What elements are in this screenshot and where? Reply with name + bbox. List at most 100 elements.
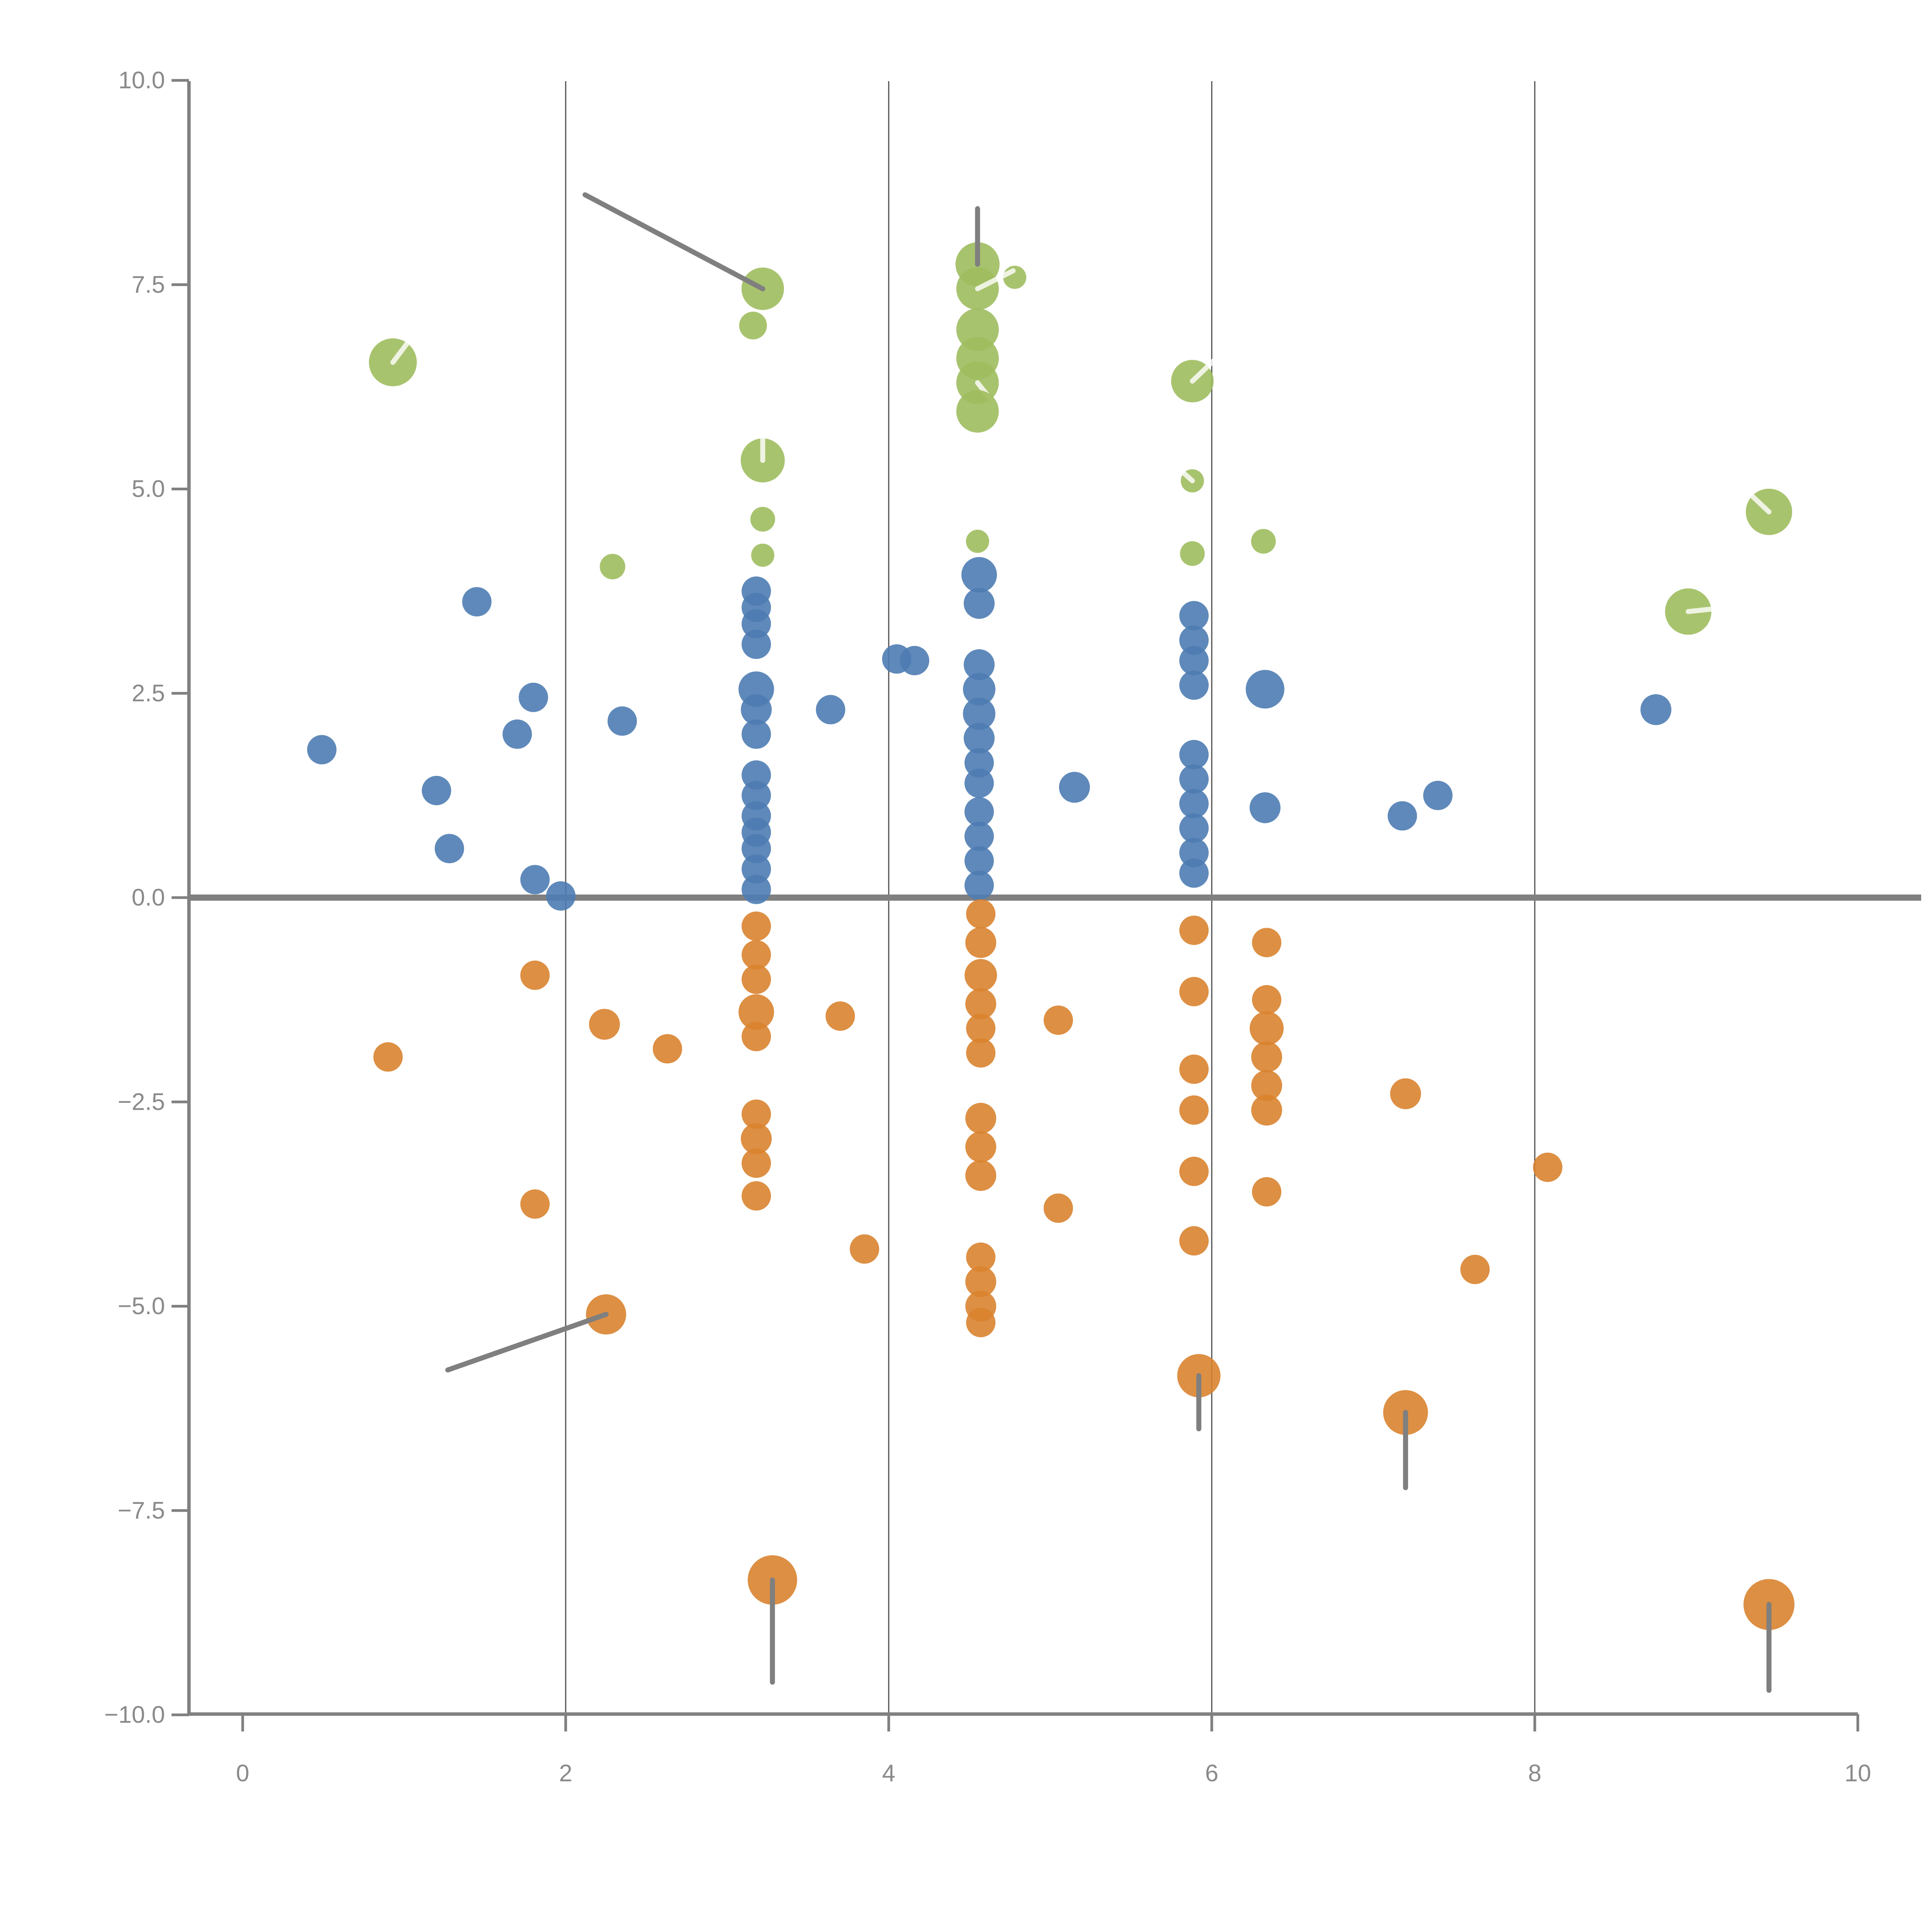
data-point-blue[interactable] bbox=[1179, 740, 1209, 769]
data-point-orange[interactable] bbox=[965, 927, 997, 958]
data-point-blue[interactable] bbox=[742, 874, 771, 904]
data-point-orange[interactable] bbox=[850, 1234, 879, 1264]
data-point-green[interactable] bbox=[600, 554, 626, 580]
data-point-blue[interactable] bbox=[1388, 801, 1417, 831]
data-point-blue[interactable] bbox=[900, 646, 929, 675]
data-point-blue[interactable] bbox=[1179, 601, 1209, 631]
data-point-blue[interactable] bbox=[1179, 838, 1209, 867]
data-point-blue[interactable] bbox=[1179, 670, 1209, 700]
data-point-orange[interactable] bbox=[964, 959, 997, 992]
data-point-blue[interactable] bbox=[1423, 781, 1453, 810]
data-point-blue[interactable] bbox=[816, 695, 845, 724]
data-point-orange[interactable] bbox=[966, 899, 996, 929]
data-point-orange[interactable] bbox=[965, 1131, 997, 1163]
data-point-blue[interactable] bbox=[742, 834, 771, 864]
data-point-blue[interactable] bbox=[1640, 694, 1672, 725]
data-point-blue[interactable] bbox=[1249, 792, 1281, 823]
data-point-blue[interactable] bbox=[1179, 789, 1209, 818]
data-point-orange[interactable] bbox=[1390, 1078, 1421, 1109]
data-point-orange[interactable] bbox=[742, 964, 771, 994]
data-point-blue[interactable] bbox=[422, 776, 451, 805]
data-point-blue[interactable] bbox=[964, 797, 994, 827]
data-point-orange[interactable] bbox=[1460, 1255, 1490, 1284]
data-point-orange[interactable] bbox=[520, 960, 550, 990]
data-point-blue[interactable] bbox=[964, 768, 994, 798]
data-point-orange[interactable] bbox=[1179, 1054, 1209, 1084]
data-point-blue[interactable] bbox=[964, 748, 994, 778]
data-point-orange[interactable] bbox=[1251, 1094, 1282, 1126]
data-point-orange[interactable] bbox=[1251, 1070, 1282, 1101]
data-point-blue[interactable] bbox=[462, 587, 492, 617]
data-point-blue[interactable] bbox=[607, 706, 637, 736]
data-point-green[interactable] bbox=[1251, 529, 1276, 554]
data-point-blue[interactable] bbox=[963, 697, 996, 730]
data-point-orange[interactable] bbox=[589, 1009, 620, 1040]
data-point-blue[interactable] bbox=[742, 629, 771, 659]
data-point-blue[interactable] bbox=[963, 673, 996, 706]
data-point-orange[interactable] bbox=[965, 1103, 997, 1134]
data-point-orange[interactable] bbox=[520, 1189, 550, 1219]
data-point-orange[interactable] bbox=[1043, 1005, 1073, 1035]
data-point-orange[interactable] bbox=[965, 1266, 997, 1298]
data-point-orange[interactable] bbox=[1179, 1095, 1209, 1125]
data-point-blue[interactable] bbox=[1059, 772, 1090, 803]
data-point-orange[interactable] bbox=[741, 1123, 772, 1154]
data-point-orange[interactable] bbox=[1533, 1152, 1563, 1182]
data-point-blue[interactable] bbox=[546, 881, 576, 911]
data-point-orange[interactable] bbox=[653, 1034, 682, 1064]
data-point-blue[interactable] bbox=[502, 719, 532, 749]
data-point-blue[interactable] bbox=[1179, 625, 1209, 655]
data-point-orange[interactable] bbox=[1179, 977, 1209, 1007]
data-point-blue[interactable] bbox=[1179, 858, 1209, 888]
data-point-blue[interactable] bbox=[741, 694, 772, 725]
data-point-blue[interactable] bbox=[1179, 764, 1209, 794]
data-point-orange[interactable] bbox=[966, 1038, 996, 1068]
data-point-orange[interactable] bbox=[742, 1181, 771, 1211]
data-point-orange[interactable] bbox=[742, 1022, 771, 1051]
data-point-orange[interactable] bbox=[738, 994, 774, 1030]
data-point-blue[interactable] bbox=[742, 609, 771, 639]
data-point-blue[interactable] bbox=[961, 557, 997, 593]
data-point-orange[interactable] bbox=[1252, 928, 1282, 957]
data-point-orange[interactable] bbox=[825, 1001, 855, 1031]
data-point-green[interactable] bbox=[956, 390, 999, 433]
data-point-blue[interactable] bbox=[964, 846, 994, 876]
data-point-green[interactable] bbox=[1180, 541, 1205, 566]
data-point-blue[interactable] bbox=[742, 760, 771, 790]
data-point-green[interactable] bbox=[750, 507, 775, 532]
data-point-orange[interactable] bbox=[966, 1308, 996, 1337]
data-point-orange[interactable] bbox=[742, 1099, 771, 1129]
data-point-orange[interactable] bbox=[742, 1148, 771, 1178]
data-point-blue[interactable] bbox=[964, 821, 994, 851]
data-point-blue[interactable] bbox=[964, 588, 995, 619]
data-point-orange[interactable] bbox=[966, 1242, 996, 1272]
data-point-blue[interactable] bbox=[435, 834, 464, 864]
data-point-blue[interactable] bbox=[1245, 670, 1284, 709]
data-point-orange[interactable] bbox=[1043, 1193, 1073, 1223]
data-point-orange[interactable] bbox=[1252, 985, 1282, 1015]
data-point-blue[interactable] bbox=[742, 854, 771, 884]
data-point-blue[interactable] bbox=[964, 871, 994, 900]
data-point-orange[interactable] bbox=[1252, 1177, 1282, 1207]
data-point-orange[interactable] bbox=[965, 1160, 997, 1191]
data-point-blue[interactable] bbox=[520, 865, 550, 895]
data-point-green[interactable] bbox=[739, 311, 767, 340]
data-point-orange[interactable] bbox=[742, 940, 771, 970]
data-point-green[interactable] bbox=[751, 543, 774, 567]
data-point-orange[interactable] bbox=[1179, 1156, 1209, 1186]
data-point-orange[interactable] bbox=[966, 1014, 996, 1043]
data-point-orange[interactable] bbox=[373, 1042, 403, 1072]
data-point-orange[interactable] bbox=[1251, 1041, 1282, 1073]
data-point-orange[interactable] bbox=[1179, 1226, 1209, 1256]
data-point-orange[interactable] bbox=[742, 912, 771, 941]
data-point-blue[interactable] bbox=[742, 781, 771, 810]
data-point-green[interactable] bbox=[966, 529, 989, 553]
data-point-blue[interactable] bbox=[1179, 646, 1209, 675]
data-point-blue[interactable] bbox=[307, 735, 337, 765]
data-point-blue[interactable] bbox=[1179, 813, 1209, 843]
data-point-blue[interactable] bbox=[519, 682, 548, 712]
data-point-orange[interactable] bbox=[1250, 1011, 1284, 1046]
data-point-blue[interactable] bbox=[964, 723, 995, 754]
data-point-blue[interactable] bbox=[742, 719, 771, 749]
data-point-orange[interactable] bbox=[1179, 915, 1209, 945]
